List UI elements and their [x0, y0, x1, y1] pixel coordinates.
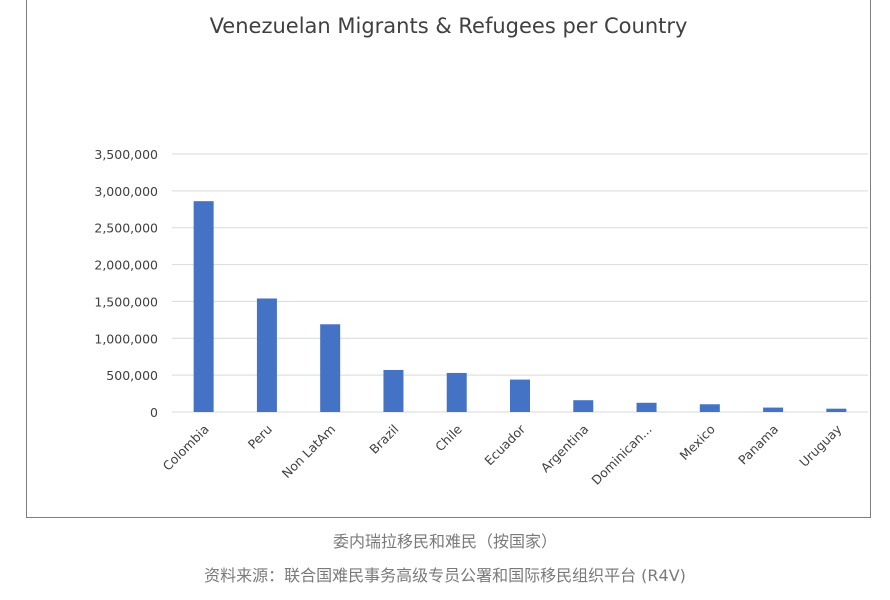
caption-title: 委内瑞拉移民和难民（按国家） — [332, 532, 557, 551]
bar-chart: 0 500,000 1,000,000 1,500,000 2,000,000 2,500… — [94, 147, 868, 488]
bar — [763, 407, 784, 412]
caption-source: 资料来源：联合国难民事务高级专员公署和国际移民组织平台 (R4V) — [204, 566, 686, 585]
y-tick-label: 2,000,000 — [94, 258, 158, 273]
y-tick-label: 2,500,000 — [94, 221, 158, 236]
x-tick-label: Colombia — [160, 422, 212, 474]
y-tick-label: 0 — [150, 405, 158, 420]
chart-title: Venezuelan Migrants & Refugees per Count… — [209, 14, 688, 38]
bar — [383, 369, 404, 412]
bar — [573, 400, 594, 412]
bar — [320, 324, 341, 412]
x-tick-label: Uruguay — [796, 421, 845, 470]
bar — [256, 298, 277, 412]
chart-frame — [26, 0, 871, 518]
bar — [826, 408, 847, 412]
x-tick-label: Mexico — [676, 422, 717, 463]
y-tick-label: 1,000,000 — [94, 331, 158, 346]
bar — [193, 201, 214, 412]
y-tick-label: 3,500,000 — [94, 147, 158, 162]
x-tick-label: Non LatAm — [279, 422, 339, 482]
y-tick-label: 1,500,000 — [94, 294, 158, 309]
x-tick-label: Peru — [245, 422, 275, 452]
bar — [636, 402, 657, 412]
x-tick-label: Ecuador — [481, 421, 528, 468]
x-tick-label: Panama — [735, 422, 781, 468]
x-tick-label: Dominican... — [588, 422, 654, 488]
bar — [446, 372, 467, 412]
x-tick-label: Argentina — [538, 422, 592, 476]
bar — [510, 379, 530, 412]
y-tick-label: 3,000,000 — [94, 184, 158, 199]
x-tick-label: Chile — [432, 421, 465, 454]
y-tick-label: 500,000 — [106, 368, 158, 383]
x-tick-label: Brazil — [366, 422, 401, 457]
bar — [699, 404, 720, 412]
